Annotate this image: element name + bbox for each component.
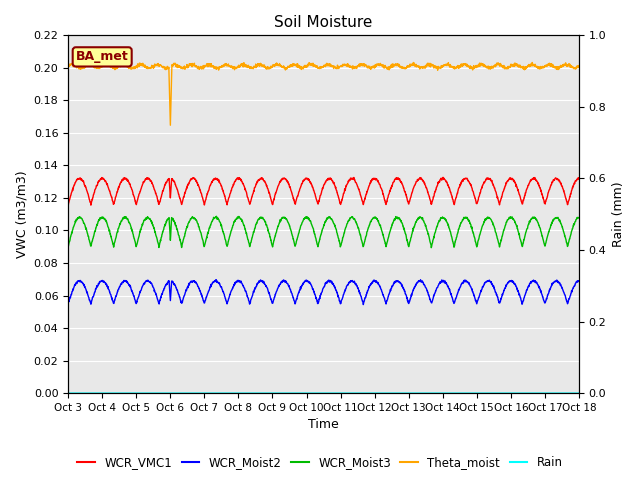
WCR_VMC1 <box>561 190 568 196</box>
WCR_VMC1 <box>64 203 72 208</box>
Rain <box>90 390 98 396</box>
Theta_moist <box>64 62 72 68</box>
WCR_Moist2 <box>300 280 307 286</box>
Theta_moist <box>561 62 568 68</box>
Line: WCR_Moist3: WCR_Moist3 <box>68 216 579 248</box>
Theta_moist <box>467 64 474 70</box>
WCR_Moist3 <box>561 231 568 237</box>
WCR_Moist2 <box>90 291 98 297</box>
Line: Theta_moist: Theta_moist <box>68 62 579 125</box>
Legend: WCR_VMC1, WCR_Moist2, WCR_Moist3, Theta_moist, Rain: WCR_VMC1, WCR_Moist2, WCR_Moist3, Theta_… <box>72 452 568 474</box>
WCR_Moist3 <box>90 231 98 237</box>
Rain <box>299 390 307 396</box>
Rain <box>560 390 568 396</box>
Line: WCR_VMC1: WCR_VMC1 <box>68 177 579 205</box>
WCR_Moist2 <box>360 302 367 308</box>
WCR_Moist2 <box>64 300 72 306</box>
WCR_Moist2 <box>561 291 568 297</box>
WCR_Moist3 <box>212 214 220 219</box>
Y-axis label: VWC (m3/m3): VWC (m3/m3) <box>15 170 28 258</box>
Rain <box>575 390 583 396</box>
WCR_Moist3 <box>575 215 583 220</box>
Theta_moist <box>529 60 536 65</box>
WCR_VMC1 <box>575 176 583 182</box>
Theta_moist <box>90 65 98 71</box>
Theta_moist <box>300 66 307 72</box>
Theta_moist <box>575 64 583 70</box>
WCR_Moist3 <box>467 222 475 228</box>
Y-axis label: Rain (mm): Rain (mm) <box>612 181 625 247</box>
X-axis label: Time: Time <box>308 419 339 432</box>
Line: WCR_Moist2: WCR_Moist2 <box>68 280 579 305</box>
Rain <box>560 390 568 396</box>
WCR_VMC1 <box>560 190 568 196</box>
Text: BA_met: BA_met <box>76 50 129 63</box>
WCR_VMC1 <box>467 182 474 188</box>
WCR_Moist3 <box>64 243 72 249</box>
WCR_Moist3 <box>428 245 435 251</box>
Theta_moist <box>166 122 174 128</box>
Rain <box>64 390 72 396</box>
Theta_moist <box>561 62 568 68</box>
WCR_VMC1 <box>299 178 307 184</box>
WCR_Moist2 <box>467 284 475 290</box>
WCR_VMC1 <box>313 197 321 203</box>
Rain <box>467 390 474 396</box>
WCR_VMC1 <box>90 190 98 195</box>
WCR_Moist3 <box>561 233 568 239</box>
Rain <box>313 390 321 396</box>
Theta_moist <box>313 63 321 69</box>
WCR_Moist2 <box>313 297 321 302</box>
Title: Soil Moisture: Soil Moisture <box>275 15 372 30</box>
WCR_VMC1 <box>439 174 447 180</box>
WCR_Moist2 <box>212 277 220 283</box>
WCR_Moist2 <box>575 278 583 284</box>
WCR_Moist2 <box>561 291 568 297</box>
WCR_Moist3 <box>300 217 307 223</box>
WCR_Moist3 <box>313 240 321 246</box>
